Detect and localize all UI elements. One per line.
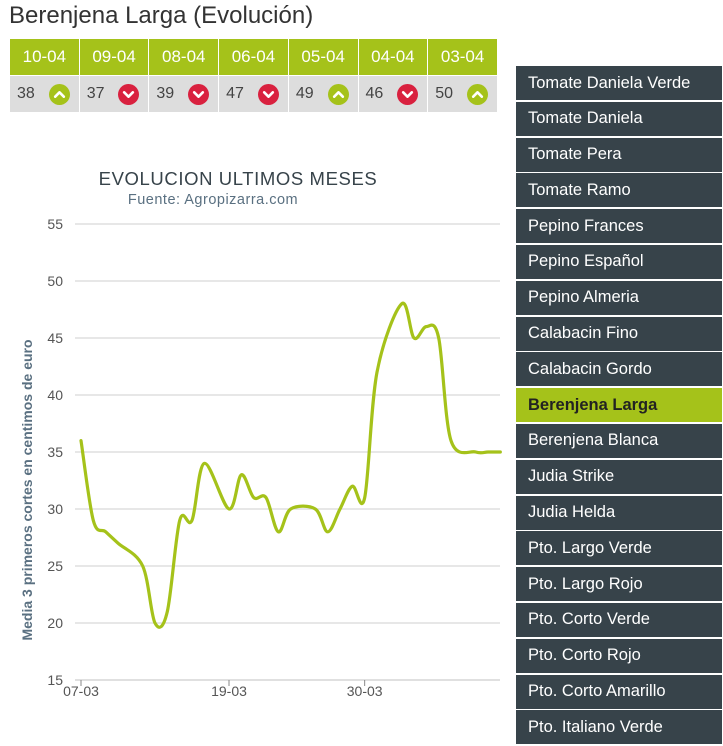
value-cell: 46 — [357, 75, 429, 113]
data-point — [227, 507, 231, 511]
data-point — [116, 542, 120, 545]
price-value: 37 — [86, 85, 105, 102]
product-sidebar: Tomate Daniela Verde Tomate Daniela Tomate… — [516, 66, 722, 746]
evolution-chart: EVOLUCION ULTIMOS MESES Fuente: Agropiza… — [19, 168, 502, 699]
x-tick-label: 19-03 — [211, 683, 247, 699]
data-point — [178, 519, 181, 522]
date-cell: 08-04 — [148, 38, 220, 76]
sidebar-item-judia-helda[interactable]: Judia Helda — [516, 495, 722, 530]
date-cell: 05-04 — [287, 38, 359, 76]
chart-subtitle: Fuente: Agropizarra.com — [128, 192, 298, 208]
data-point — [486, 450, 490, 454]
data-point — [203, 462, 206, 465]
y-tick-label: 35 — [47, 444, 63, 460]
y-tick-label: 20 — [47, 615, 63, 631]
series-line — [79, 301, 502, 629]
y-tick-label: 15 — [47, 672, 63, 688]
chevron-down-icon — [188, 83, 210, 105]
value-cell: 39 — [148, 75, 220, 113]
data-point — [437, 336, 440, 340]
sidebar-item-berenjena-blanca[interactable]: Berenjena Blanca — [516, 423, 722, 458]
page-title: Berenjena Larga (Evolución) — [9, 2, 314, 29]
data-point — [338, 507, 342, 511]
sidebar-item-berenjena-larga[interactable]: Berenjena Larga — [516, 388, 722, 423]
data-point — [264, 496, 268, 499]
chevron-down-icon — [118, 83, 140, 105]
sidebar-item-pto-largo-rojo[interactable]: Pto. Largo Rojo — [516, 567, 722, 602]
sidebar-item-tomate-daniela[interactable]: Tomate Daniela — [516, 101, 722, 136]
price-value: 50 — [435, 85, 454, 102]
data-point — [153, 621, 157, 625]
date-row: 10-04 09-04 08-04 06-04 05-04 04-04 03-04 — [9, 38, 498, 76]
sidebar-item-pepino-frances[interactable]: Pepino Frances — [516, 209, 722, 244]
value-cell: 49 — [287, 75, 359, 113]
value-cell: 37 — [78, 75, 150, 113]
y-tick-label: 45 — [47, 330, 63, 346]
data-point — [92, 519, 95, 522]
data-point — [351, 485, 354, 488]
sidebar-item-tomate-daniela-verde[interactable]: Tomate Daniela Verde — [516, 66, 722, 100]
data-point — [326, 530, 329, 533]
date-cell: 04-04 — [357, 38, 429, 76]
data-point — [166, 610, 169, 613]
data-point — [363, 496, 366, 499]
y-tick-label: 30 — [47, 501, 63, 517]
x-tick-label: 30-03 — [347, 683, 383, 699]
data-point — [400, 302, 403, 305]
value-cell: 50 — [427, 75, 498, 113]
data-point — [474, 450, 477, 454]
value-row: 38 37 39 47 49 46 50 — [9, 75, 498, 113]
price-value: 49 — [295, 85, 314, 102]
value-cell: 38 — [9, 75, 80, 113]
sidebar-item-calabacin-gordo[interactable]: Calabacin Gordo — [516, 352, 722, 387]
data-point — [252, 496, 255, 499]
sidebar-item-judia-strike[interactable]: Judia Strike — [516, 459, 722, 494]
sidebar-item-pepino-español[interactable]: Pepino Español — [516, 244, 722, 279]
date-cell: 03-04 — [427, 38, 498, 76]
data-point — [190, 519, 194, 522]
price-value: 46 — [365, 85, 384, 102]
data-point — [449, 439, 453, 442]
chevron-down-icon — [397, 83, 419, 105]
y-axis-label: Media 3 primeros cortes en centimos de e… — [19, 339, 35, 640]
x-tick-label: 07-03 — [63, 683, 99, 699]
chevron-up-icon — [327, 83, 349, 105]
price-value: 39 — [156, 85, 175, 102]
data-point — [240, 473, 243, 476]
data-point — [79, 439, 83, 442]
data-point — [104, 530, 107, 533]
date-cell: 10-04 — [9, 38, 80, 76]
data-point — [141, 564, 144, 568]
y-tick-label: 55 — [47, 216, 63, 232]
sidebar-item-calabacin-fino[interactable]: Calabacin Fino — [516, 316, 722, 351]
sidebar-item-tomate-ramo[interactable]: Tomate Ramo — [516, 173, 722, 208]
chevron-down-icon — [257, 83, 279, 105]
sidebar-item-pto-corto-verde[interactable]: Pto. Corto Verde — [516, 602, 722, 637]
data-point — [289, 507, 292, 511]
price-table: 10-04 09-04 08-04 06-04 05-04 04-04 03-04 38 37… — [9, 38, 498, 113]
chart-title: EVOLUCION ULTIMOS MESES — [99, 168, 378, 189]
y-tick-label: 40 — [47, 387, 63, 403]
sidebar-item-tomate-pera[interactable]: Tomate Pera — [516, 137, 722, 172]
data-point — [314, 507, 317, 511]
data-point — [412, 336, 416, 340]
data-point — [277, 530, 280, 533]
y-tick-label: 50 — [47, 273, 63, 289]
sidebar-item-pto-italiano-verde[interactable]: Pto. Italiano Verde — [516, 710, 722, 745]
data-point — [375, 371, 379, 374]
sidebar-item-pto-largo-verde[interactable]: Pto. Largo Verde — [516, 531, 722, 566]
sidebar-item-pto-corto-rojo[interactable]: Pto. Corto Rojo — [516, 638, 722, 673]
chevron-up-icon — [467, 83, 488, 105]
data-point — [425, 325, 428, 328]
sidebar-item-pepino-almeria[interactable]: Pepino Almeria — [516, 280, 722, 315]
chevron-up-icon — [48, 83, 70, 105]
sidebar-item-pto-corto-amarillo[interactable]: Pto. Corto Amarillo — [516, 674, 722, 709]
date-cell: 09-04 — [78, 38, 150, 76]
price-value: 47 — [226, 85, 244, 102]
y-tick-label: 25 — [47, 558, 63, 574]
data-point — [499, 450, 502, 454]
date-cell: 06-04 — [218, 38, 289, 76]
price-value: 38 — [17, 85, 35, 102]
value-cell: 47 — [218, 75, 289, 113]
